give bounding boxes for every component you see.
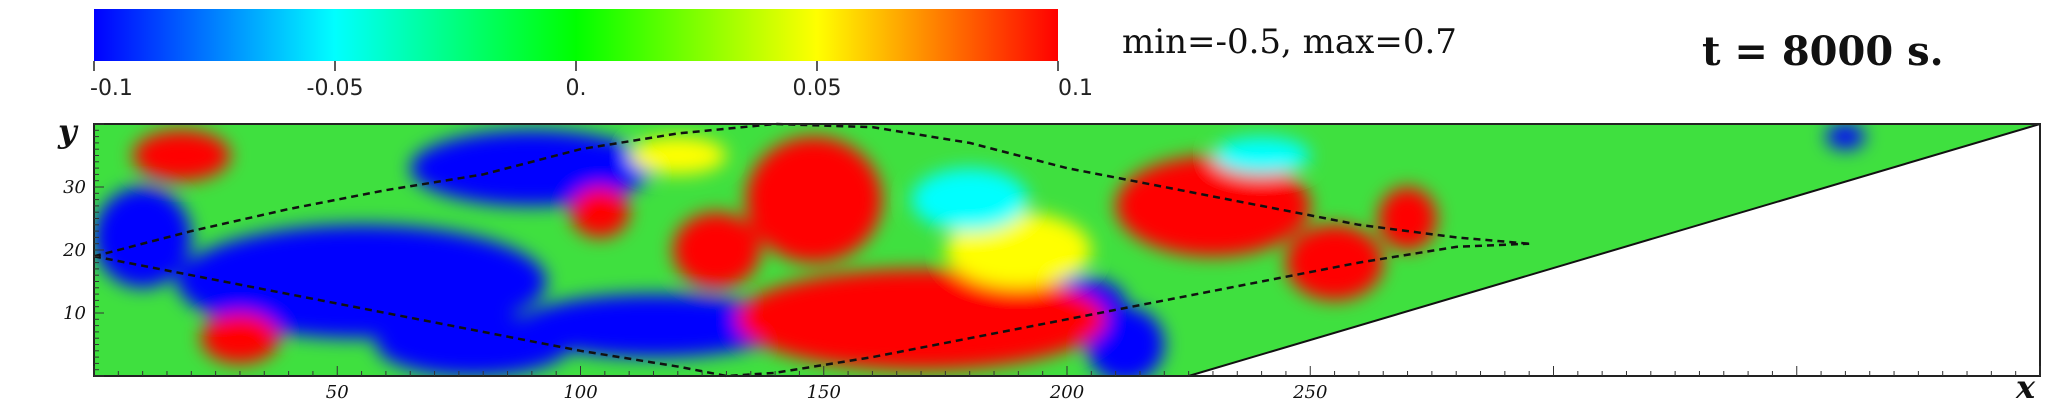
heatmap-region [517,294,790,358]
colorbar-tick-label: 0.05 [793,76,842,101]
colorbar-tick-label: 0. [566,76,587,101]
heatmap-region [376,313,571,376]
x-axis-label: x [2015,368,2036,400]
y-axis-ticks: 10 20 30 [62,123,104,377]
colorbar-tick-label: -0.1 [90,76,133,101]
heatmap-region [1212,136,1311,175]
x-tick-label: 50 [326,382,349,400]
colorbar-tick-label: 0.1 [1058,76,1093,101]
heatmap-region [410,130,654,206]
dashed-curves [93,122,1530,378]
heatmap-region [629,136,727,175]
colorbar-gradient-bar [94,9,1058,61]
heatmap-region [1285,224,1384,301]
y-axis-label: y [57,112,79,150]
heatmap-region [94,187,192,288]
time-annotation: t = 8000 s. [1702,28,1944,75]
y-tick-label: 30 [63,177,86,198]
x-tick-label: 200 [1049,382,1084,400]
heatmap-region [1086,306,1165,376]
heatmap-region [132,130,231,181]
heatmap-region [1825,124,1865,150]
x-axis-ticks: 50 100 150 200 250 [93,366,2041,400]
dashed-curve [93,242,1530,378]
y-tick-label: 20 [62,240,86,261]
heatmap-plot: 50 100 150 200 250 10 20 30 x y [57,112,2041,400]
heatmap-region [570,187,630,238]
y-tick-label: 10 [63,303,86,324]
colorbar-tick-label: -0.05 [307,76,364,101]
heatmap-region [745,136,883,263]
heatmap-region [1378,187,1437,250]
heatmap-region [176,224,547,339]
domain-boundary-line [1188,123,2041,377]
heatmap-region [945,212,1092,288]
heatmap-region [911,168,1029,232]
range-annotation: min=-0.5, max=0.7 [1122,22,1457,62]
x-tick-label: 100 [563,382,597,400]
colorbar: -0.1 -0.05 0. 0.05 0.1 [90,9,1093,101]
dashed-curve [93,122,1530,258]
heatmap-region [1115,155,1311,257]
heatmap-region [201,313,279,364]
heatmap-region [736,268,1106,370]
heatmap-regions [94,124,1865,376]
heatmap-region [672,212,761,288]
colorbar-ticks: -0.1 -0.05 0. 0.05 0.1 [90,61,1093,101]
x-tick-label: 150 [807,382,841,400]
x-tick-label: 250 [1292,382,1327,400]
